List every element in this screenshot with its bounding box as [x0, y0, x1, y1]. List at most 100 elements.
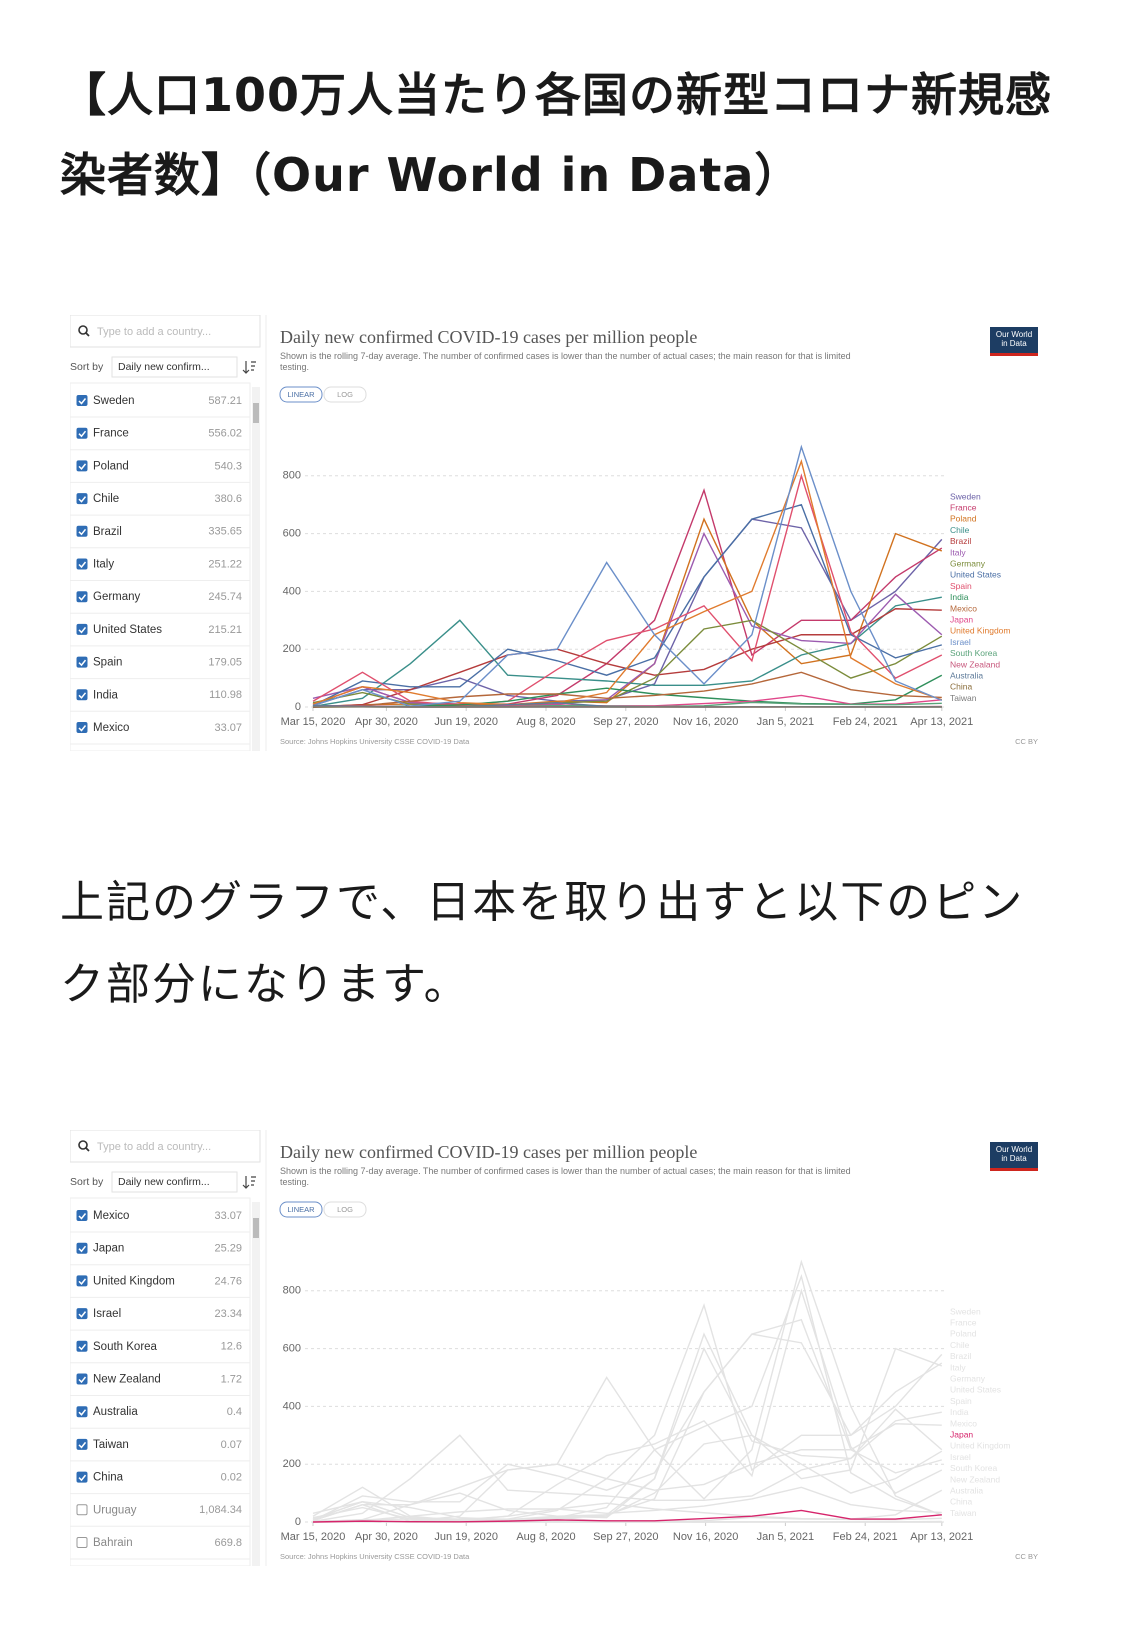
checkbox: [76, 1471, 88, 1483]
scrollbar: [252, 387, 260, 751]
scrollbar: [252, 1202, 260, 1566]
row-name: Chile: [93, 493, 119, 505]
legend-label: Israel: [950, 1452, 971, 1462]
checkmark: [78, 1311, 87, 1318]
chart-subtitle: Shown is the rolling 7-day average. The …: [280, 1166, 851, 1187]
legend-label: United Kingdom: [950, 1441, 1010, 1451]
sort-label: Sort by: [70, 361, 104, 373]
x-tick-label: Nov 16, 2020: [673, 716, 738, 728]
series-line: [312, 518, 943, 707]
row-name: Japan: [93, 1243, 124, 1255]
x-tick-label: Apr 30, 2020: [355, 716, 418, 728]
checkmark: [78, 1474, 87, 1482]
checkbox: [76, 1210, 88, 1221]
checkmark: [78, 1245, 87, 1253]
row-value: 1.72: [221, 1373, 242, 1385]
scale-button-label: LOG: [337, 1205, 353, 1214]
row-name: Poland: [93, 460, 129, 472]
scroll-thumb: [253, 1218, 259, 1238]
scroll-thumb: [253, 403, 259, 423]
checkmark: [78, 659, 87, 667]
checkmark: [78, 528, 87, 536]
checkbox: [76, 558, 88, 570]
legend-label: Germany: [950, 558, 986, 568]
y-tick-label: 800: [283, 470, 301, 482]
checkbox: [76, 1308, 88, 1320]
row-value: 23.34: [214, 1308, 242, 1320]
legend-label: Israel: [950, 637, 971, 647]
sort-icon: [242, 361, 256, 374]
series-line: [312, 1274, 943, 1521]
row-name: Israel: [93, 1308, 121, 1320]
legend-label: Australia: [950, 1485, 983, 1495]
legend-label: Brazil: [950, 536, 971, 546]
row-value: 33.07: [214, 1210, 242, 1222]
row-name: Mexico: [93, 1210, 129, 1222]
series-line: [312, 1259, 943, 1522]
search-icon: [78, 1140, 88, 1150]
row-name: Sweden: [93, 395, 135, 407]
series-line: [312, 1509, 942, 1523]
series-line: [312, 1318, 942, 1522]
scale-button-label: LOG: [337, 390, 353, 399]
series-line: [312, 1303, 943, 1520]
legend-label: India: [950, 1407, 969, 1417]
series-line: [312, 1411, 942, 1523]
x-tick-label: Jun 19, 2020: [434, 716, 498, 728]
legend-label: Mexico: [950, 603, 977, 613]
x-tick-label: Sep 27, 2020: [593, 1531, 658, 1543]
row-value: 587.21: [208, 395, 242, 407]
row-value: 1,084.34: [199, 1504, 242, 1516]
checkmark: [78, 1409, 87, 1416]
row-name: Mexico: [93, 722, 129, 734]
series-line: [312, 1288, 943, 1522]
series-line: [312, 596, 942, 708]
row-value: 335.65: [208, 526, 242, 538]
checkbox: [76, 1438, 88, 1450]
x-tick-label: Sep 27, 2020: [593, 716, 658, 728]
row-value: 24.76: [214, 1275, 242, 1287]
x-tick-label: Nov 16, 2020: [673, 1531, 738, 1543]
row-name: Germany: [93, 591, 141, 603]
search-placeholder: Type to add a country...: [97, 326, 211, 338]
checkmark: [78, 1213, 87, 1220]
legend-label: Poland: [950, 514, 977, 524]
sidebar-list: [70, 382, 251, 751]
checkbox: [76, 1373, 88, 1385]
series-line: [312, 619, 943, 707]
scale-button-label: LINEAR: [287, 1205, 315, 1214]
y-tick-label: 600: [283, 528, 301, 540]
row-value: 215.21: [208, 624, 242, 636]
checkmark: [78, 398, 87, 405]
row-name: Taiwan: [93, 1439, 129, 1451]
checkbox: [76, 427, 88, 439]
legend-label: Chile: [950, 525, 970, 535]
sort-select: [111, 1171, 238, 1193]
checkbox: [76, 1242, 88, 1254]
legend-label: China: [950, 1497, 972, 1507]
checkbox: [76, 493, 88, 505]
checkmark: [78, 692, 87, 699]
legend-label: Mexico: [950, 1418, 977, 1428]
x-tick-label: Mar 15, 2020: [281, 1531, 346, 1543]
row-value: 380.6: [214, 493, 242, 505]
series-line: [312, 488, 943, 705]
source: Source: Johns Hopkins University CSSE CO…: [280, 1552, 470, 1561]
y-tick-label: 600: [283, 1343, 301, 1355]
logo: [990, 327, 1038, 355]
legend-label: Poland: [950, 1329, 977, 1339]
x-tick-label: Apr 13, 2021: [910, 716, 973, 728]
checkbox: [76, 1406, 88, 1418]
legend-label: India: [950, 592, 969, 602]
checkbox: [76, 623, 88, 635]
x-tick-label: Feb 24, 2021: [833, 1531, 898, 1543]
legend-label: Italy: [950, 1362, 966, 1372]
row-value: 669.8: [214, 1537, 242, 1549]
legend-label: Germany: [950, 1373, 986, 1383]
row-value: 556.02: [208, 428, 242, 440]
row-name: India: [93, 689, 119, 701]
scale-button: [279, 1201, 323, 1218]
chart-subtitle: Shown is the rolling 7-day average. The …: [280, 351, 851, 372]
row-name: France: [93, 428, 129, 440]
